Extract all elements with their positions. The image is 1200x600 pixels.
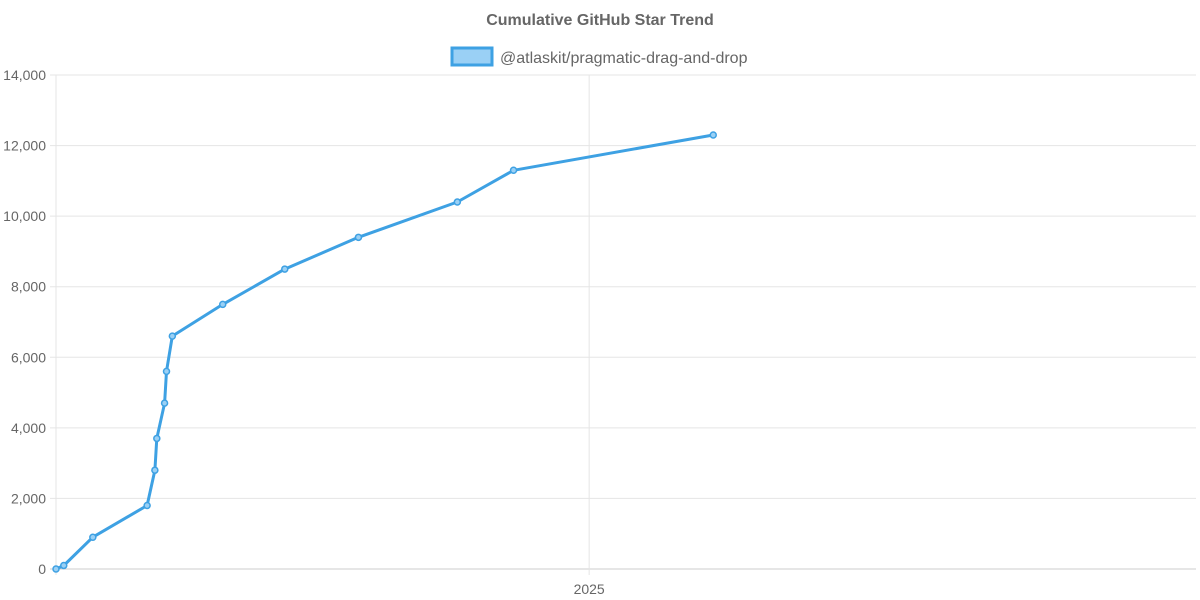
y-tick-label: 4,000 (11, 420, 46, 436)
grid-lines (50, 74, 1196, 575)
legend-swatch[interactable] (450, 46, 494, 67)
y-tick-label: 0 (38, 561, 46, 577)
data-point[interactable] (168, 332, 177, 340)
y-tick-label: 8,000 (11, 279, 46, 295)
series (52, 131, 717, 573)
y-tick-label: 14,000 (3, 67, 46, 83)
chart-title: Cumulative GitHub Star Trend (486, 12, 714, 29)
y-tick-label: 12,000 (3, 138, 46, 154)
data-point[interactable] (153, 434, 161, 443)
data-point[interactable] (89, 533, 97, 541)
data-point[interactable] (162, 367, 171, 376)
data-point[interactable] (218, 300, 227, 309)
y-tick-label: 6,000 (11, 349, 46, 365)
data-point[interactable] (509, 166, 518, 175)
data-point[interactable] (151, 466, 159, 474)
data-point[interactable] (60, 561, 68, 570)
x-axis: 2025 (574, 581, 605, 597)
data-point[interactable] (281, 265, 289, 273)
legend[interactable]: @atlaskit/pragmatic-drag-and-drop (450, 46, 748, 67)
y-axis: 0 2,000 4,000 6,000 8,000 10,000 12,000 14,000 (3, 67, 46, 577)
legend-label[interactable]: @atlaskit/pragmatic-drag-and-drop (500, 50, 748, 67)
series-line (55, 133, 714, 571)
y-tick-label: 2,000 (11, 490, 46, 506)
y-tick-label: 10,000 (3, 208, 46, 224)
data-point[interactable] (160, 399, 169, 407)
data-point[interactable] (52, 565, 60, 573)
data-point[interactable] (453, 198, 462, 206)
data-point[interactable] (354, 233, 363, 242)
x-tick-label: 2025 (574, 581, 605, 597)
data-point[interactable] (709, 131, 717, 139)
data-point[interactable] (143, 501, 151, 510)
